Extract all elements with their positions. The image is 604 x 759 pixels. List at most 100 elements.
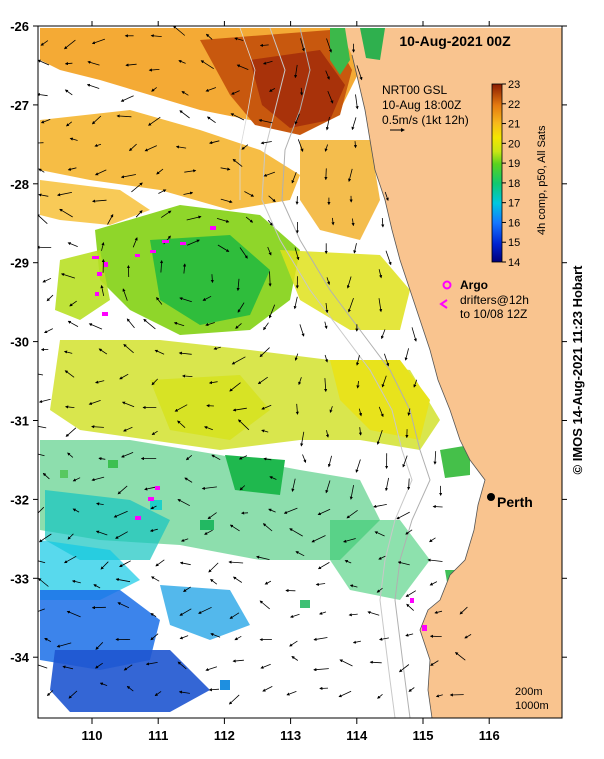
current-vector [65,427,77,437]
product-info-line1: NRT00 GSL [382,83,447,97]
current-vector [338,690,352,698]
current-vector [434,610,443,614]
current-vector [398,664,410,673]
current-vector [91,476,105,482]
current-vector [427,558,443,562]
current-vector [67,320,79,327]
current-vector [259,347,270,358]
current-vector [63,39,76,50]
current-vector [186,215,202,221]
imos-credit: © IMOS 14-Aug-2021 11:23 Hobart [570,265,585,475]
current-vector [213,346,221,350]
current-vector [327,90,334,104]
current-vector [86,83,100,89]
current-vector [46,294,54,302]
current-vector [96,502,104,506]
current-vector [259,600,270,610]
current-vector [148,116,161,126]
current-vector [355,94,359,110]
current-vector [94,169,107,176]
current-vector [173,321,185,327]
current-vector [229,524,240,532]
current-vector [259,43,269,47]
current-vector [267,220,273,226]
current-vector [156,168,164,175]
current-vector [356,65,363,81]
current-vector [404,348,409,361]
x-axis: 110 111 112 113 114 115 116 [82,21,500,743]
current-vector [68,690,78,699]
current-vector [120,95,134,102]
current-vector [206,116,216,124]
current-vector [298,377,302,386]
current-vector [262,60,273,65]
current-vector [101,242,105,251]
current-vector [232,659,244,663]
current-vector [179,635,189,640]
current-vector [38,193,49,197]
current-vector [239,247,248,259]
current-vector [264,580,272,585]
current-vector [358,408,363,417]
current-vector [38,664,48,669]
current-vector [64,89,73,96]
current-vector [205,87,217,92]
current-vector [122,288,128,301]
current-vector [396,511,410,520]
current-vector [269,476,277,480]
current-vector [67,452,74,458]
current-vector [93,584,101,589]
current-vector [232,158,243,167]
current-vector [145,662,158,666]
current-vector [205,666,218,672]
current-vector [88,400,101,405]
current-vector [313,668,329,672]
current-vector [121,401,135,408]
current-vector [429,537,436,543]
argo-drifter-tracks [92,226,427,631]
current-vector [236,278,240,292]
current-vector [38,424,47,429]
current-vector [347,297,354,313]
current-vector [88,323,103,330]
current-vector [38,506,45,516]
current-vector [220,198,233,204]
current-vector [413,379,418,388]
current-vector [125,63,137,67]
colorbar-label: 4h comp, p50, All Sats [536,125,548,235]
land-mass [338,28,562,718]
current-vector [65,405,75,409]
current-vector [346,509,358,519]
current-vector [182,374,193,378]
current-vector [376,587,383,593]
current-vector [38,142,44,144]
current-vector [181,91,189,96]
current-vector [349,485,354,500]
current-vector [151,87,157,92]
current-vector [150,633,159,641]
current-vector [315,582,326,586]
current-vector [44,638,52,642]
plot-frame [37,25,563,719]
current-vector [123,343,134,354]
y-tick-label: -32 [10,492,29,507]
current-vector [151,576,160,582]
current-vector [230,113,245,121]
current-vector [295,403,299,415]
current-vector [295,551,305,557]
current-vector [177,661,187,670]
current-vector [257,376,268,385]
current-vector [268,304,276,319]
current-vector [378,298,383,313]
current-vector [98,457,106,461]
current-vector [268,508,276,513]
current-vector [150,613,157,618]
current-vector [202,295,212,301]
current-vector [405,529,413,535]
current-vector [331,217,335,226]
current-vector [317,508,331,516]
current-vector [154,691,162,697]
current-vector [179,561,191,566]
current-vector [263,171,276,177]
current-vector [267,246,272,256]
